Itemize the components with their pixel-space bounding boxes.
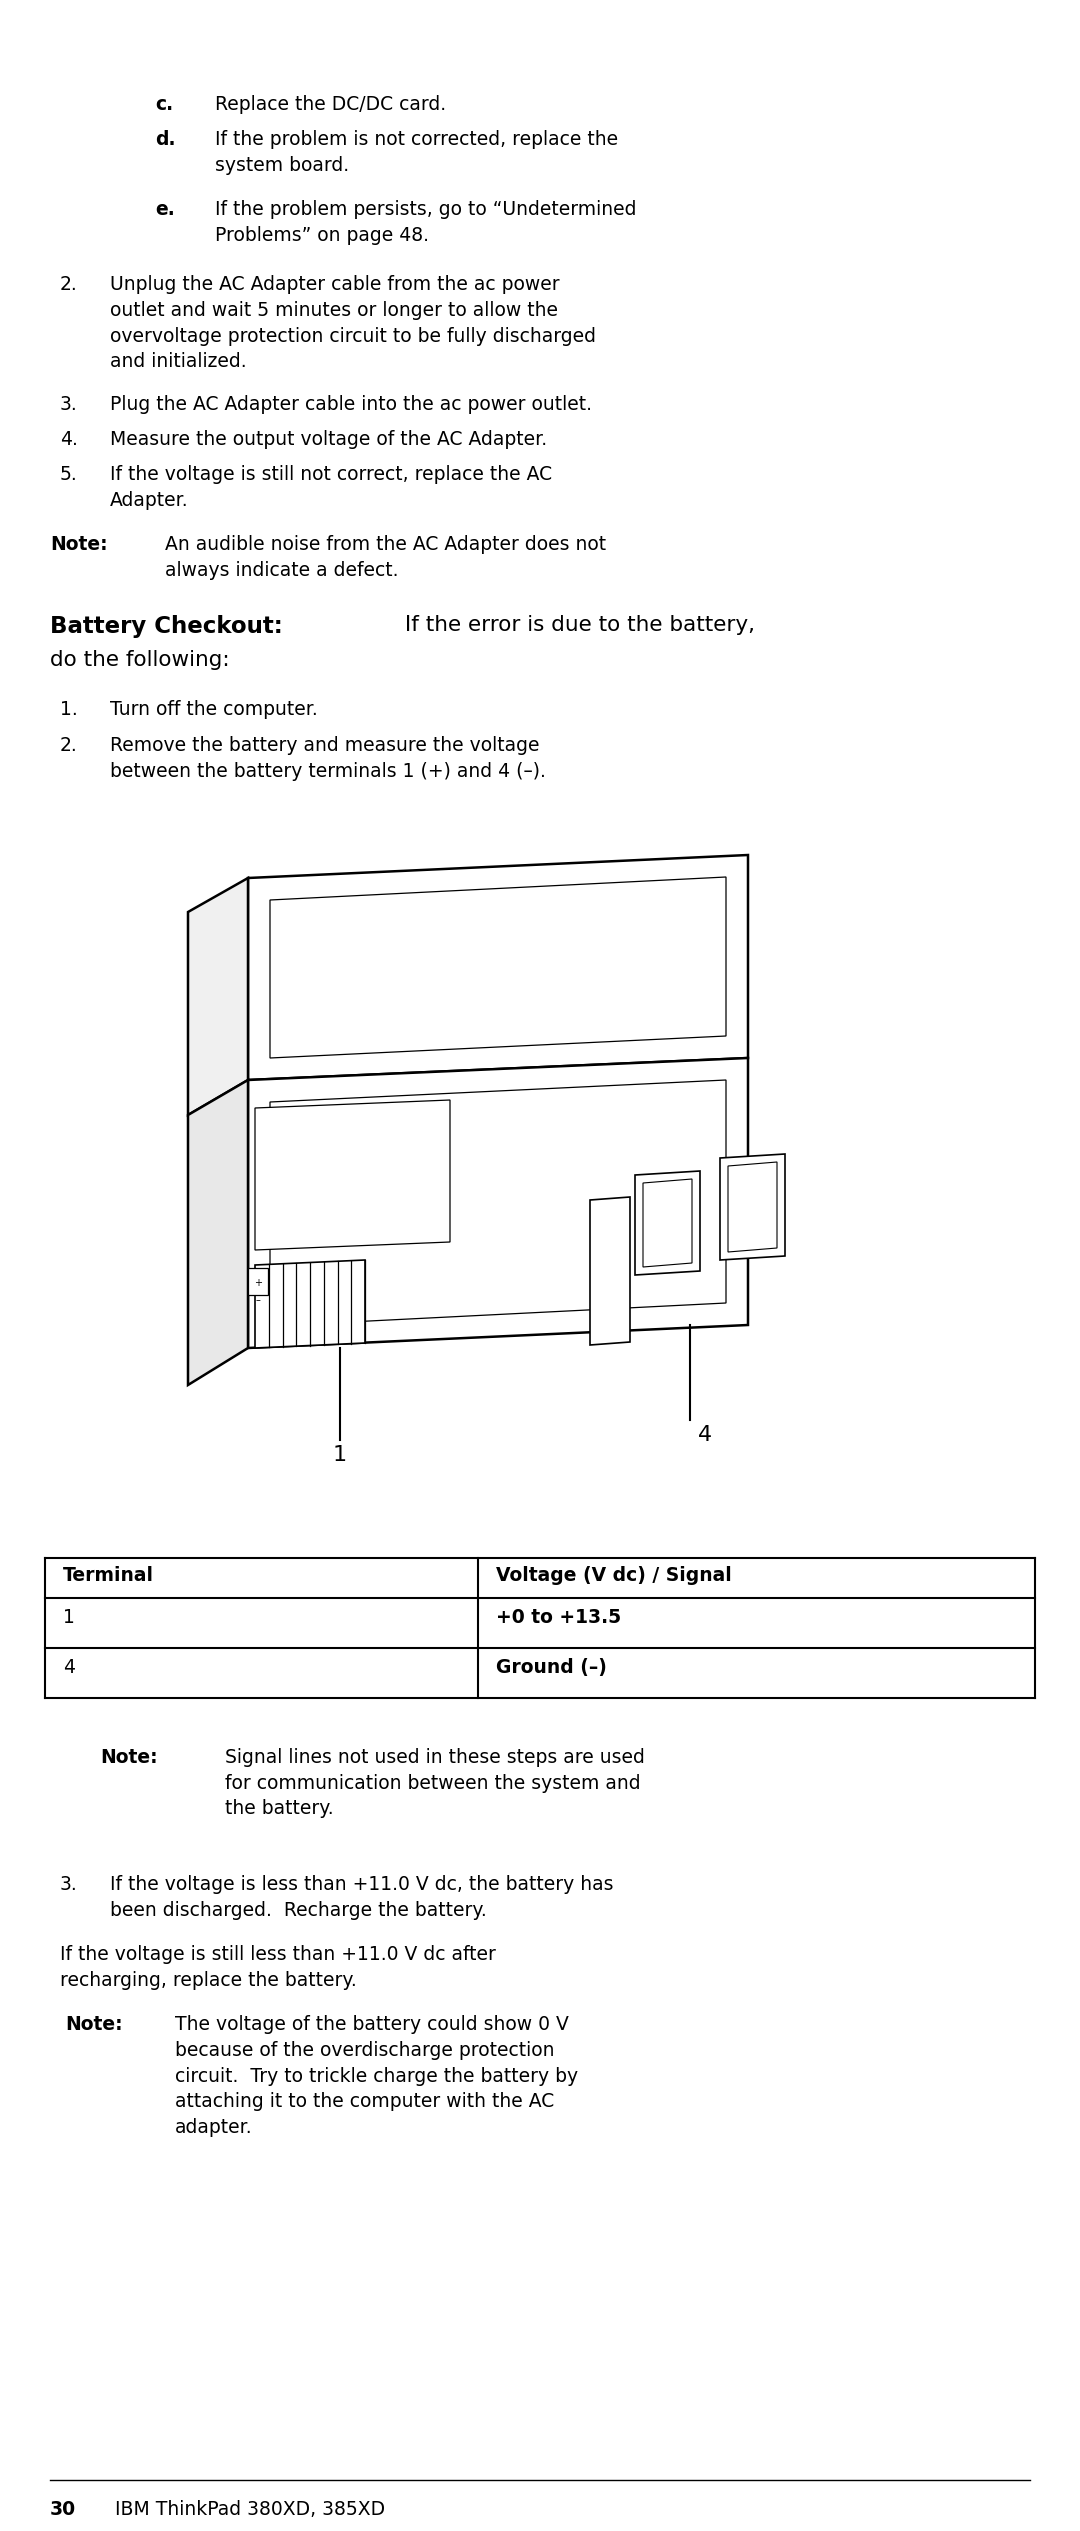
Text: If the problem is not corrected, replace the
system board.: If the problem is not corrected, replace… [215, 129, 618, 175]
Polygon shape [590, 1197, 630, 1344]
Text: If the voltage is still less than +11.0 V dc after
recharging, replace the batte: If the voltage is still less than +11.0 … [60, 1944, 496, 1989]
Polygon shape [248, 855, 748, 1081]
Text: c.: c. [156, 96, 173, 114]
Text: do the following:: do the following: [50, 650, 230, 671]
Text: If the voltage is still not correct, replace the AC
Adapter.: If the voltage is still not correct, rep… [110, 466, 552, 509]
Text: If the problem persists, go to “Undetermined
Problems” on page 48.: If the problem persists, go to “Undeterm… [215, 200, 636, 246]
Text: Plug the AC Adapter cable into the ac power outlet.: Plug the AC Adapter cable into the ac po… [110, 395, 592, 415]
Polygon shape [188, 878, 248, 1116]
Text: 3.: 3. [60, 395, 78, 415]
Text: IBM ThinkPad 380XD, 385XD: IBM ThinkPad 380XD, 385XD [114, 2501, 386, 2518]
Polygon shape [255, 1101, 450, 1250]
Text: 1.: 1. [60, 701, 78, 719]
Text: Note:: Note: [50, 534, 108, 554]
Text: 1: 1 [333, 1445, 347, 1465]
Text: Terminal: Terminal [63, 1567, 154, 1584]
Text: Signal lines not used in these steps are used
for communication between the syst: Signal lines not used in these steps are… [225, 1749, 645, 1817]
Polygon shape [188, 1081, 248, 1384]
Text: Note:: Note: [100, 1749, 158, 1767]
Text: 2.: 2. [60, 276, 78, 294]
Text: Voltage (V dc) / Signal: Voltage (V dc) / Signal [496, 1567, 732, 1584]
Text: If the error is due to the battery,: If the error is due to the battery, [399, 615, 755, 635]
Text: Note:: Note: [65, 2015, 123, 2035]
Text: 4: 4 [63, 1658, 75, 1678]
Polygon shape [255, 1260, 365, 1349]
Text: Remove the battery and measure the voltage
between the battery terminals 1 (+) a: Remove the battery and measure the volta… [110, 737, 545, 780]
Text: Unplug the AC Adapter cable from the ac power
outlet and wait 5 minutes or longe: Unplug the AC Adapter cable from the ac … [110, 276, 596, 372]
Text: 3.: 3. [60, 1875, 78, 1893]
Text: +0 to +13.5: +0 to +13.5 [496, 1607, 621, 1627]
Text: 30: 30 [50, 2501, 76, 2518]
Text: 1: 1 [63, 1607, 75, 1627]
Text: 4.: 4. [60, 430, 78, 448]
Polygon shape [248, 1058, 748, 1349]
Text: An audible noise from the AC Adapter does not
always indicate a defect.: An audible noise from the AC Adapter doe… [165, 534, 606, 580]
Text: If the voltage is less than +11.0 V dc, the battery has
been discharged.  Rechar: If the voltage is less than +11.0 V dc, … [110, 1875, 613, 1918]
Text: e.: e. [156, 200, 175, 220]
Text: Measure the output voltage of the AC Adapter.: Measure the output voltage of the AC Ada… [110, 430, 548, 448]
Text: 5.: 5. [60, 466, 78, 483]
Text: +: + [254, 1278, 262, 1288]
Text: d.: d. [156, 129, 175, 149]
Polygon shape [635, 1172, 700, 1276]
Text: Ground (–): Ground (–) [496, 1658, 607, 1678]
Text: Turn off the computer.: Turn off the computer. [110, 701, 318, 719]
Text: –: – [256, 1296, 260, 1306]
Text: 2.: 2. [60, 737, 78, 754]
Text: Battery Checkout:: Battery Checkout: [50, 615, 283, 638]
Text: The voltage of the battery could show 0 V
because of the overdischarge protectio: The voltage of the battery could show 0 … [175, 2015, 578, 2136]
Text: Replace the DC/DC card.: Replace the DC/DC card. [215, 96, 446, 114]
Polygon shape [248, 1268, 268, 1296]
Text: 4: 4 [698, 1425, 712, 1445]
Polygon shape [720, 1154, 785, 1260]
